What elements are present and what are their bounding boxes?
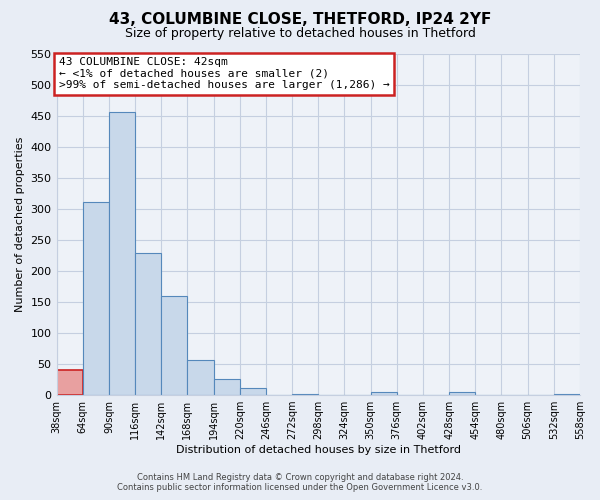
Y-axis label: Number of detached properties: Number of detached properties	[15, 137, 25, 312]
Bar	[214, 379, 240, 395]
X-axis label: Distribution of detached houses by size in Thetford: Distribution of detached houses by size …	[176, 445, 461, 455]
Text: 43 COLUMBINE CLOSE: 42sqm
← <1% of detached houses are smaller (2)
>99% of semi-: 43 COLUMBINE CLOSE: 42sqm ← <1% of detac…	[59, 57, 389, 90]
Text: Contains HM Land Registry data © Crown copyright and database right 2024.
Contai: Contains HM Land Registry data © Crown c…	[118, 473, 482, 492]
Bar	[161, 296, 187, 395]
Text: Size of property relative to detached houses in Thetford: Size of property relative to detached ho…	[125, 28, 475, 40]
Bar	[83, 202, 109, 395]
Bar	[56, 370, 83, 395]
Bar	[449, 392, 475, 395]
Bar	[109, 112, 135, 395]
Bar	[187, 360, 214, 395]
Bar	[292, 394, 318, 395]
Text: 43, COLUMBINE CLOSE, THETFORD, IP24 2YF: 43, COLUMBINE CLOSE, THETFORD, IP24 2YF	[109, 12, 491, 28]
Bar	[554, 394, 580, 395]
Bar	[135, 253, 161, 395]
Bar	[240, 388, 266, 395]
Bar	[371, 392, 397, 395]
